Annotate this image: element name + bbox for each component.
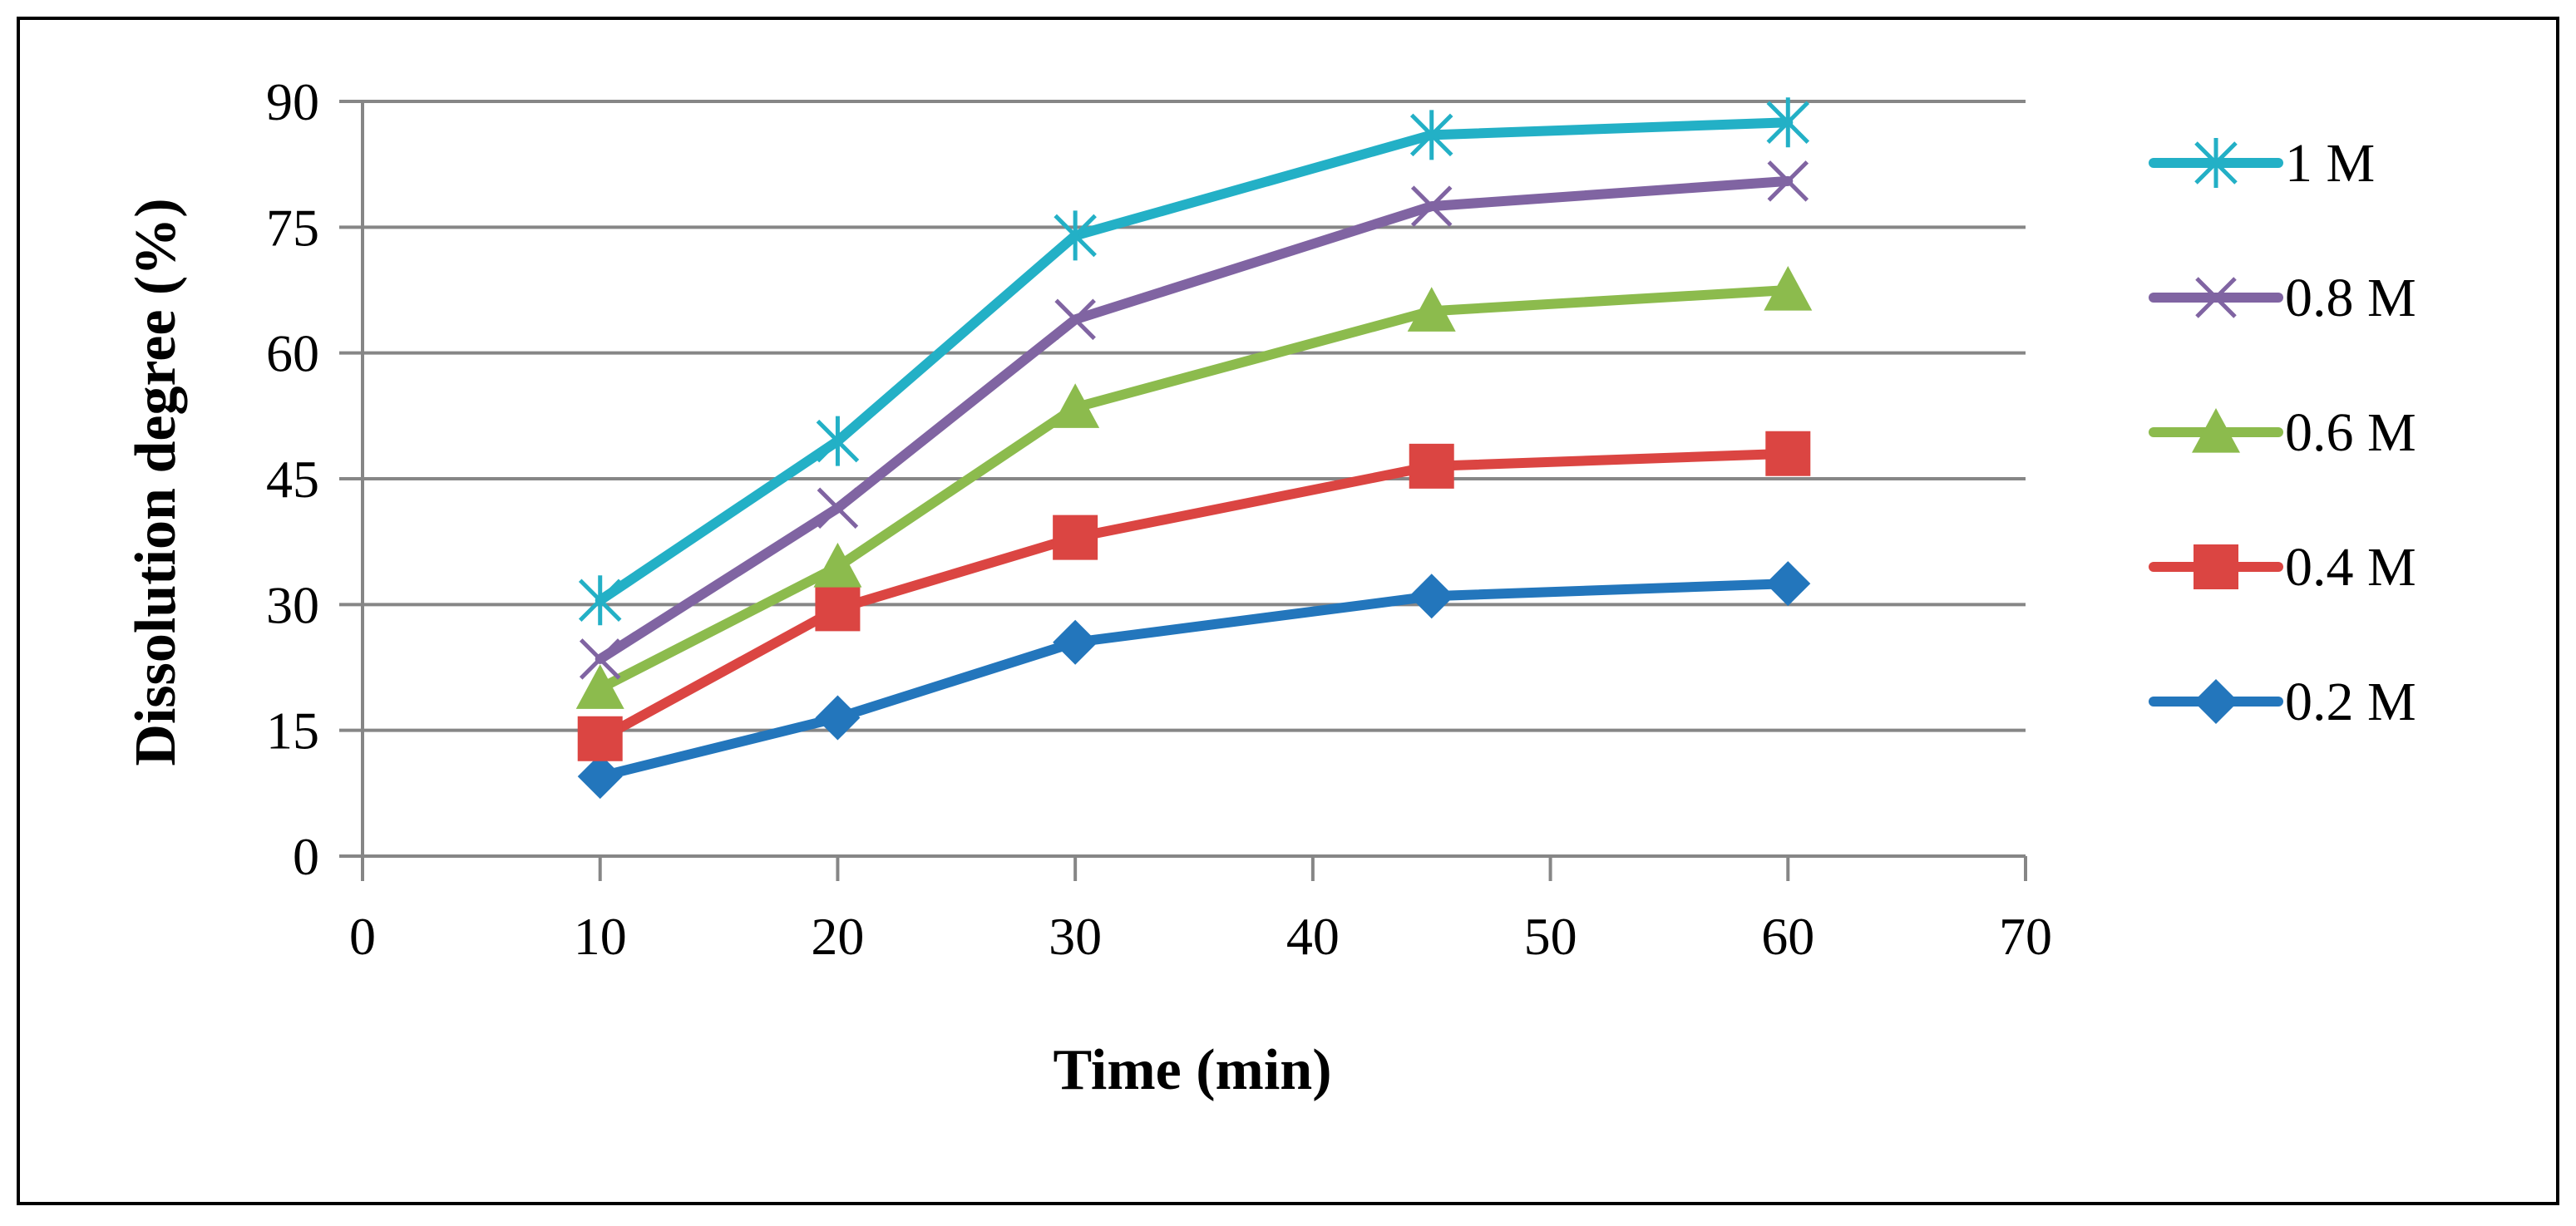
- data-point-1m-45: [1409, 110, 1453, 160]
- legend-label-0_6m: 0.6 M: [2285, 402, 2416, 463]
- x-tick-label-50: 50: [1524, 907, 1577, 966]
- data-point-0_2m-45: [1409, 574, 1454, 619]
- data-point-0_8m-30: [1054, 298, 1096, 341]
- data-point-1m-60: [1766, 97, 1810, 148]
- x-tick-label-10: 10: [574, 907, 627, 966]
- legend-entry-0_6m: 0.6 M: [2149, 402, 2416, 463]
- y-tick-label-60: 60: [266, 324, 319, 383]
- y-tick-label-90: 90: [266, 72, 319, 131]
- x-tick-label-60: 60: [1761, 907, 1814, 966]
- x-tick-label-0: 0: [349, 907, 376, 966]
- data-point-0_8m-20: [817, 487, 859, 529]
- data-point-0_8m-20-stroke-2: [817, 487, 859, 529]
- data-point-0_8m-60: [1767, 160, 1809, 202]
- legend-marker-1m: [2194, 138, 2238, 188]
- data-point-0_8m-10: [579, 638, 621, 680]
- data-point-1m-10: [578, 575, 622, 626]
- x-tick-label-20: 20: [811, 907, 864, 966]
- y-axis-title: Dissolution degree (%): [124, 198, 188, 766]
- data-point-0_8m-30-stroke-2: [1054, 298, 1096, 341]
- data-point-0_6m-20: [813, 542, 862, 588]
- data-point-0_4m-20: [815, 586, 861, 632]
- x-axis-title: Time (min): [1053, 1038, 1331, 1102]
- legend-label-0_4m: 0.4 M: [2285, 537, 2416, 598]
- data-point-1m-30: [1054, 210, 1097, 261]
- y-tick-label-15: 15: [266, 702, 319, 761]
- data-point-0_4m-45: [1409, 443, 1454, 489]
- data-point-1m-20: [816, 416, 860, 466]
- data-point-0_2m-20: [815, 695, 861, 741]
- x-tick-label-30: 30: [1049, 907, 1102, 966]
- legend: 1 M 0.8 M 0.6 M 0.4 M 0.2 M: [2149, 133, 2416, 732]
- legend-marker-0_2m: [2194, 679, 2238, 724]
- data-point-0_4m-60: [1765, 431, 1811, 476]
- legend-marker-0_8m: [2195, 277, 2237, 318]
- y-tick-label-30: 30: [266, 575, 319, 634]
- data-point-0_6m-60: [1764, 266, 1813, 311]
- series-0_4m: [577, 431, 1811, 761]
- data-point-0_8m-60-stroke-2: [1767, 160, 1809, 202]
- data-point-0_6m-45: [1407, 287, 1456, 332]
- data-point-0_8m-45: [1410, 185, 1453, 227]
- legend-entry-0_8m: 0.8 M: [2149, 268, 2416, 328]
- legend-marker-0_4m: [2194, 544, 2238, 589]
- y-tick-label-0: 0: [293, 827, 319, 886]
- series-group: [575, 97, 1813, 800]
- x-tick-label-40: 40: [1286, 907, 1340, 966]
- data-point-0_4m-30: [1053, 515, 1098, 560]
- y-tick-label-45: 45: [266, 450, 319, 509]
- data-point-0_2m-10: [577, 754, 623, 800]
- series-1m: [578, 97, 1810, 626]
- legend-label-0_8m: 0.8 M: [2285, 268, 2416, 328]
- axes: 0 15 30 45 60 75 90 0 10 20 30 40 50 60 70: [266, 72, 2052, 966]
- data-point-0_6m-10: [575, 664, 624, 709]
- legend-entry-1m: 1 M: [2149, 133, 2375, 194]
- legend-marker-0_6m: [2192, 408, 2240, 453]
- data-point-0_2m-60: [1765, 561, 1811, 607]
- data-point-0_6m-30: [1051, 383, 1100, 428]
- legend-label-1m: 1 M: [2285, 133, 2375, 194]
- data-point-0_4m-10: [577, 716, 623, 761]
- data-point-0_8m-45-stroke-2: [1410, 185, 1453, 227]
- data-point-0_2m-30: [1053, 619, 1098, 665]
- x-tick-label-70: 70: [1999, 907, 2052, 966]
- gridlines: [363, 100, 2026, 732]
- series-0_6m: [575, 266, 1813, 709]
- series-0_2m: [577, 561, 1811, 800]
- legend-marker-0_8m-stroke-2: [2195, 277, 2237, 318]
- data-point-0_8m-10-stroke-2: [579, 638, 621, 680]
- legend-entry-0_2m: 0.2 M: [2149, 672, 2416, 732]
- legend-entry-0_4m: 0.4 M: [2149, 537, 2416, 598]
- y-tick-label-75: 75: [266, 198, 319, 257]
- series-0_8m: [579, 160, 1809, 680]
- legend-label-0_2m: 0.2 M: [2285, 672, 2416, 732]
